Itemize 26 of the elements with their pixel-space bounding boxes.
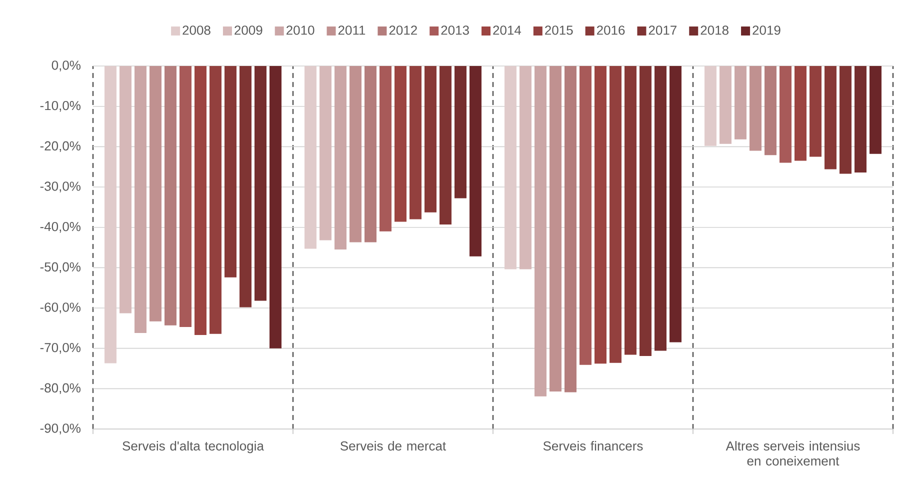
x-tick-label: Altres serveis intensius en coneixement (726, 441, 860, 466)
x-tick-label: Serveis de mercat (340, 441, 446, 451)
legend-label: 2019 (752, 26, 780, 35)
legend-label: 2012 (389, 26, 417, 35)
legend-label: 2015 (545, 26, 573, 35)
y-tick-label: -60,0% (40, 302, 80, 314)
x-tick-label: Serveis financers (543, 441, 643, 451)
x-tick-label: Serveis d'alta tecnologia (122, 441, 264, 454)
y-tick-label: -10,0% (40, 100, 80, 112)
legend-label: 2016 (596, 26, 625, 35)
legend-label: 2011 (338, 26, 366, 35)
y-tick-label: -40,0% (40, 222, 80, 233)
legend-label: 2013 (441, 26, 469, 35)
legend-label: 2018 (700, 26, 728, 35)
y-tick-label: -20,0% (40, 141, 80, 152)
legend-label: 2008 (182, 26, 210, 35)
y-tick-label: -50,0% (40, 262, 80, 274)
y-tick-label: -30,0% (40, 182, 80, 192)
y-tick-label: 0,0% (52, 60, 80, 72)
y-tick-label: -70,0% (40, 342, 80, 354)
legend-label: 2014 (493, 26, 522, 35)
legend-label: 2017 (648, 26, 676, 35)
y-tick-label: -80,0% (40, 383, 80, 394)
legend-label: 2010 (286, 26, 314, 35)
y-tick-label: -90,0% (40, 424, 80, 434)
legend-label: 2009 (234, 26, 262, 35)
